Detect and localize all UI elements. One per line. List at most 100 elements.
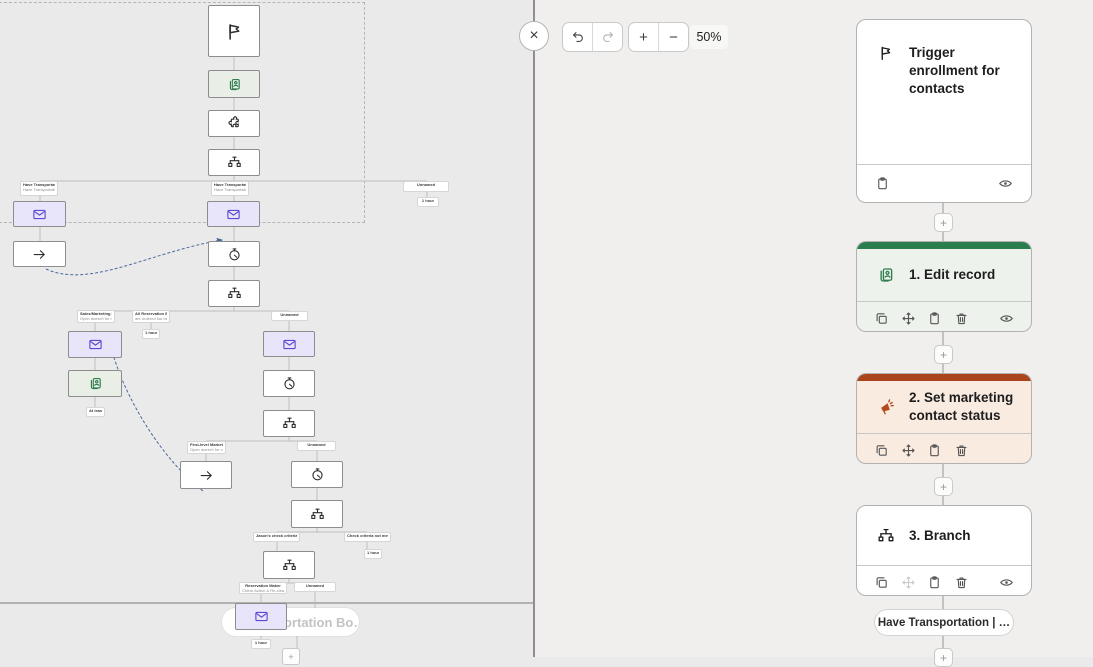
minimap-label: First-level Marketing Email ROpen doesn'…	[187, 441, 226, 454]
goto-arrow-icon	[199, 468, 214, 483]
branch-node[interactable]	[208, 280, 260, 307]
branch-node[interactable]	[291, 500, 343, 528]
minimap-label: 1 hour	[417, 197, 439, 207]
clipboard-action-button[interactable]	[927, 575, 942, 590]
branch-node[interactable]	[263, 551, 315, 579]
contact-record-icon	[88, 376, 103, 391]
goto-arrow-node[interactable]	[13, 241, 66, 267]
branch-icon	[282, 416, 297, 431]
card-title: 1. Edit record	[909, 266, 995, 284]
minimap-label: Unnamed	[294, 582, 336, 592]
trash-action-button[interactable]	[954, 311, 969, 326]
contact-record-icon	[877, 266, 895, 284]
minimap-label: Sales/Marketing Email RepliesOpen doesn'…	[77, 310, 115, 323]
trash-action-button[interactable]	[954, 443, 969, 458]
timer-icon	[310, 467, 325, 482]
minimap-label: Jason's check criteria met	[253, 532, 300, 542]
minimap-label: Unnamed	[403, 181, 449, 192]
card-title: 3. Branch	[909, 527, 971, 545]
minimap-label: 1 hour	[251, 639, 271, 649]
step-connector	[942, 596, 944, 609]
workflow-canvas[interactable]: Have Transportation | BlockedHave Transp…	[0, 0, 534, 657]
goto-link-1	[46, 240, 222, 275]
envelope-node[interactable]	[207, 201, 260, 227]
zoom-out-button[interactable]: −	[658, 23, 688, 51]
card-title: Trigger enrollment for contacts	[909, 44, 1027, 98]
envelope-node[interactable]	[13, 201, 66, 227]
add-step-button[interactable]: +	[934, 345, 953, 364]
minimap-label: 1 hour	[364, 549, 382, 559]
copy-action-button[interactable]	[874, 311, 889, 326]
undo-redo-group	[562, 22, 623, 52]
add-step-button[interactable]: +	[934, 477, 953, 496]
card-accent-bar	[857, 242, 1031, 249]
card-footer	[857, 164, 1031, 202]
minimap-label: Unnamed	[297, 441, 336, 451]
redo-button[interactable]	[592, 23, 622, 51]
timer-icon	[227, 247, 242, 262]
timer-icon	[282, 376, 297, 391]
card-title: 2. Set marketing contact status	[909, 389, 1027, 425]
zoom-group: + −	[628, 22, 689, 52]
copy-action-button[interactable]	[874, 575, 889, 590]
trigger-card[interactable]: Trigger enrollment for contacts	[856, 19, 1032, 203]
move-action-button[interactable]	[901, 311, 916, 326]
timer-node[interactable]	[263, 370, 315, 397]
branch-icon	[310, 507, 325, 522]
branch-icon	[227, 155, 242, 170]
trash-action-button[interactable]	[954, 575, 969, 590]
vertical-divider	[533, 0, 535, 657]
eye-action-button[interactable]	[999, 575, 1014, 590]
card-action-row	[857, 565, 1031, 596]
branch-node[interactable]	[208, 149, 260, 176]
branch-icon	[877, 527, 895, 545]
flag-node[interactable]	[208, 5, 260, 57]
goto-arrow-node[interactable]	[180, 461, 232, 489]
action-card-branch[interactable]: 3. Branch	[856, 505, 1032, 596]
timer-node[interactable]	[208, 241, 260, 267]
action-card-edit-record[interactable]: 1. Edit record	[856, 241, 1032, 332]
envelope-node[interactable]	[68, 331, 122, 358]
contact-record-node[interactable]	[68, 370, 122, 397]
clipboard-action-button[interactable]	[875, 176, 890, 191]
envelope-node[interactable]	[235, 603, 287, 630]
copy-action-button[interactable]	[874, 443, 889, 458]
flag-icon	[224, 21, 245, 42]
branch-node[interactable]	[263, 410, 315, 437]
minimap-label: Have Transportation | BlockedHave Transp…	[20, 181, 58, 196]
puzzle-node[interactable]	[208, 110, 260, 137]
card-action-row	[857, 301, 1031, 332]
move-action-button[interactable]	[901, 575, 916, 590]
eye-action-button[interactable]	[999, 311, 1014, 326]
zoom-in-button[interactable]: +	[629, 23, 658, 51]
zoom-level-badge: 50%	[690, 25, 728, 49]
goto-arrow-icon	[32, 247, 47, 262]
contact-record-icon	[227, 77, 242, 92]
envelope-node[interactable]	[263, 331, 315, 357]
branch-icon	[282, 558, 297, 573]
card-action-row	[857, 433, 1031, 464]
megaphone-icon	[877, 398, 895, 416]
move-action-button[interactable]	[901, 443, 916, 458]
timer-node[interactable]	[291, 461, 343, 488]
envelope-icon	[282, 337, 297, 352]
contact-record-node[interactable]	[208, 70, 260, 98]
minimap-label: Unnamed	[271, 311, 308, 321]
branch-name-pill[interactable]: Have Transportation | …	[874, 609, 1014, 636]
add-step-button[interactable]: +	[934, 648, 953, 667]
close-button[interactable]: ×	[519, 21, 549, 51]
minimap-label: All Reservation Even Orderedare ordered …	[132, 310, 170, 323]
flag-icon	[877, 44, 895, 62]
envelope-icon	[254, 609, 269, 624]
action-card-marketing-status[interactable]: 2. Set marketing contact status	[856, 373, 1032, 464]
branch-icon	[227, 286, 242, 301]
envelope-icon	[32, 207, 47, 222]
minimap-label: 1 hour	[142, 329, 160, 339]
clipboard-action-button[interactable]	[927, 443, 942, 458]
eye-action-button[interactable]	[998, 176, 1013, 191]
add-step-button[interactable]: +	[934, 213, 953, 232]
clipboard-action-button[interactable]	[927, 311, 942, 326]
undo-button[interactable]	[563, 23, 592, 51]
